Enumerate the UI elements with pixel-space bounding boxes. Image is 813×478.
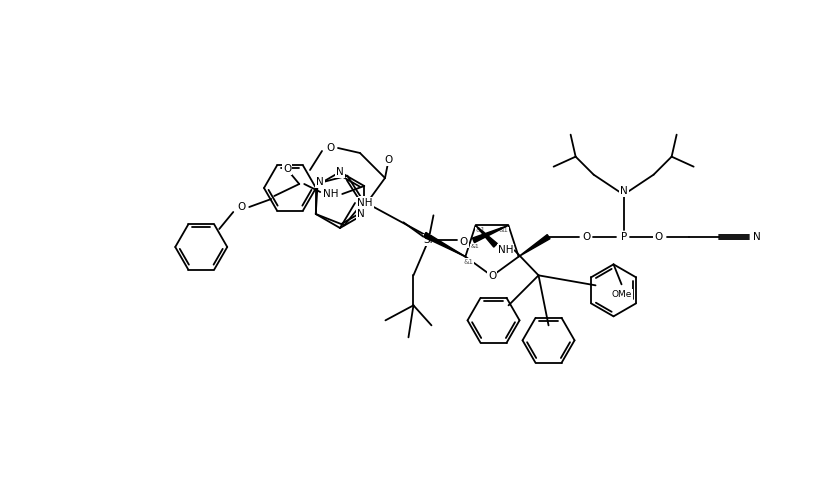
Text: &1: &1 bbox=[471, 244, 480, 249]
Text: O: O bbox=[237, 202, 246, 212]
Text: O: O bbox=[326, 143, 334, 153]
Text: N: N bbox=[753, 232, 760, 242]
Text: O: O bbox=[384, 155, 392, 165]
Text: O: O bbox=[459, 238, 467, 247]
Text: N: N bbox=[358, 209, 365, 219]
Text: N: N bbox=[336, 167, 344, 177]
Text: OMe: OMe bbox=[611, 290, 632, 299]
Text: O: O bbox=[488, 271, 496, 281]
Polygon shape bbox=[472, 225, 508, 243]
Text: NH: NH bbox=[324, 189, 339, 199]
Text: &1: &1 bbox=[476, 228, 485, 233]
Text: O: O bbox=[283, 164, 291, 174]
Text: O: O bbox=[582, 232, 591, 242]
Text: NH: NH bbox=[498, 245, 513, 255]
Polygon shape bbox=[424, 232, 465, 257]
Polygon shape bbox=[476, 225, 498, 247]
Text: &1: &1 bbox=[463, 259, 473, 265]
Text: N: N bbox=[315, 177, 324, 187]
Polygon shape bbox=[519, 235, 550, 257]
Text: &1: &1 bbox=[498, 228, 508, 233]
Text: N: N bbox=[360, 196, 367, 206]
Text: O: O bbox=[654, 232, 663, 242]
Text: N: N bbox=[620, 185, 628, 196]
Text: Si: Si bbox=[424, 235, 433, 245]
Text: NH: NH bbox=[357, 198, 372, 208]
Text: P: P bbox=[620, 232, 627, 242]
